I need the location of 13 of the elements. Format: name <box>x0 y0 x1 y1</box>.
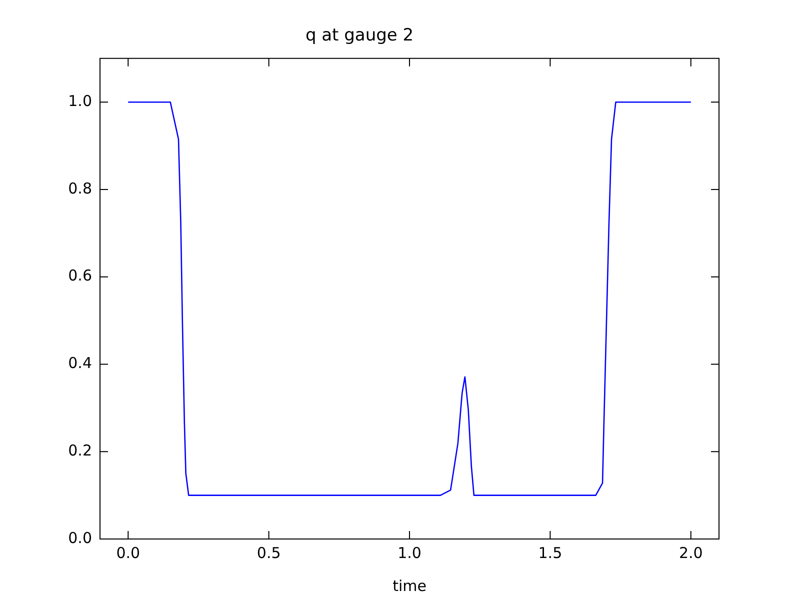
x-axis-title: time <box>392 576 426 595</box>
x-tick-label: 1.0 <box>398 544 422 562</box>
x-tick-label: 1.5 <box>538 544 562 562</box>
x-tick-label: 0.0 <box>116 544 140 562</box>
y-tick-label: 1.0 <box>68 92 92 110</box>
y-tick-label: 0.8 <box>68 179 92 198</box>
chart-title: q at gauge 2 <box>305 26 414 46</box>
x-tick-label: 0.5 <box>256 544 281 562</box>
x-tick-label: 2.0 <box>678 544 703 562</box>
y-tick-label: 0.6 <box>68 266 92 285</box>
y-tick-label: 0.2 <box>68 442 92 460</box>
y-tick-label: 0.0 <box>68 528 92 547</box>
y-tick-label: 0.4 <box>68 354 92 372</box>
